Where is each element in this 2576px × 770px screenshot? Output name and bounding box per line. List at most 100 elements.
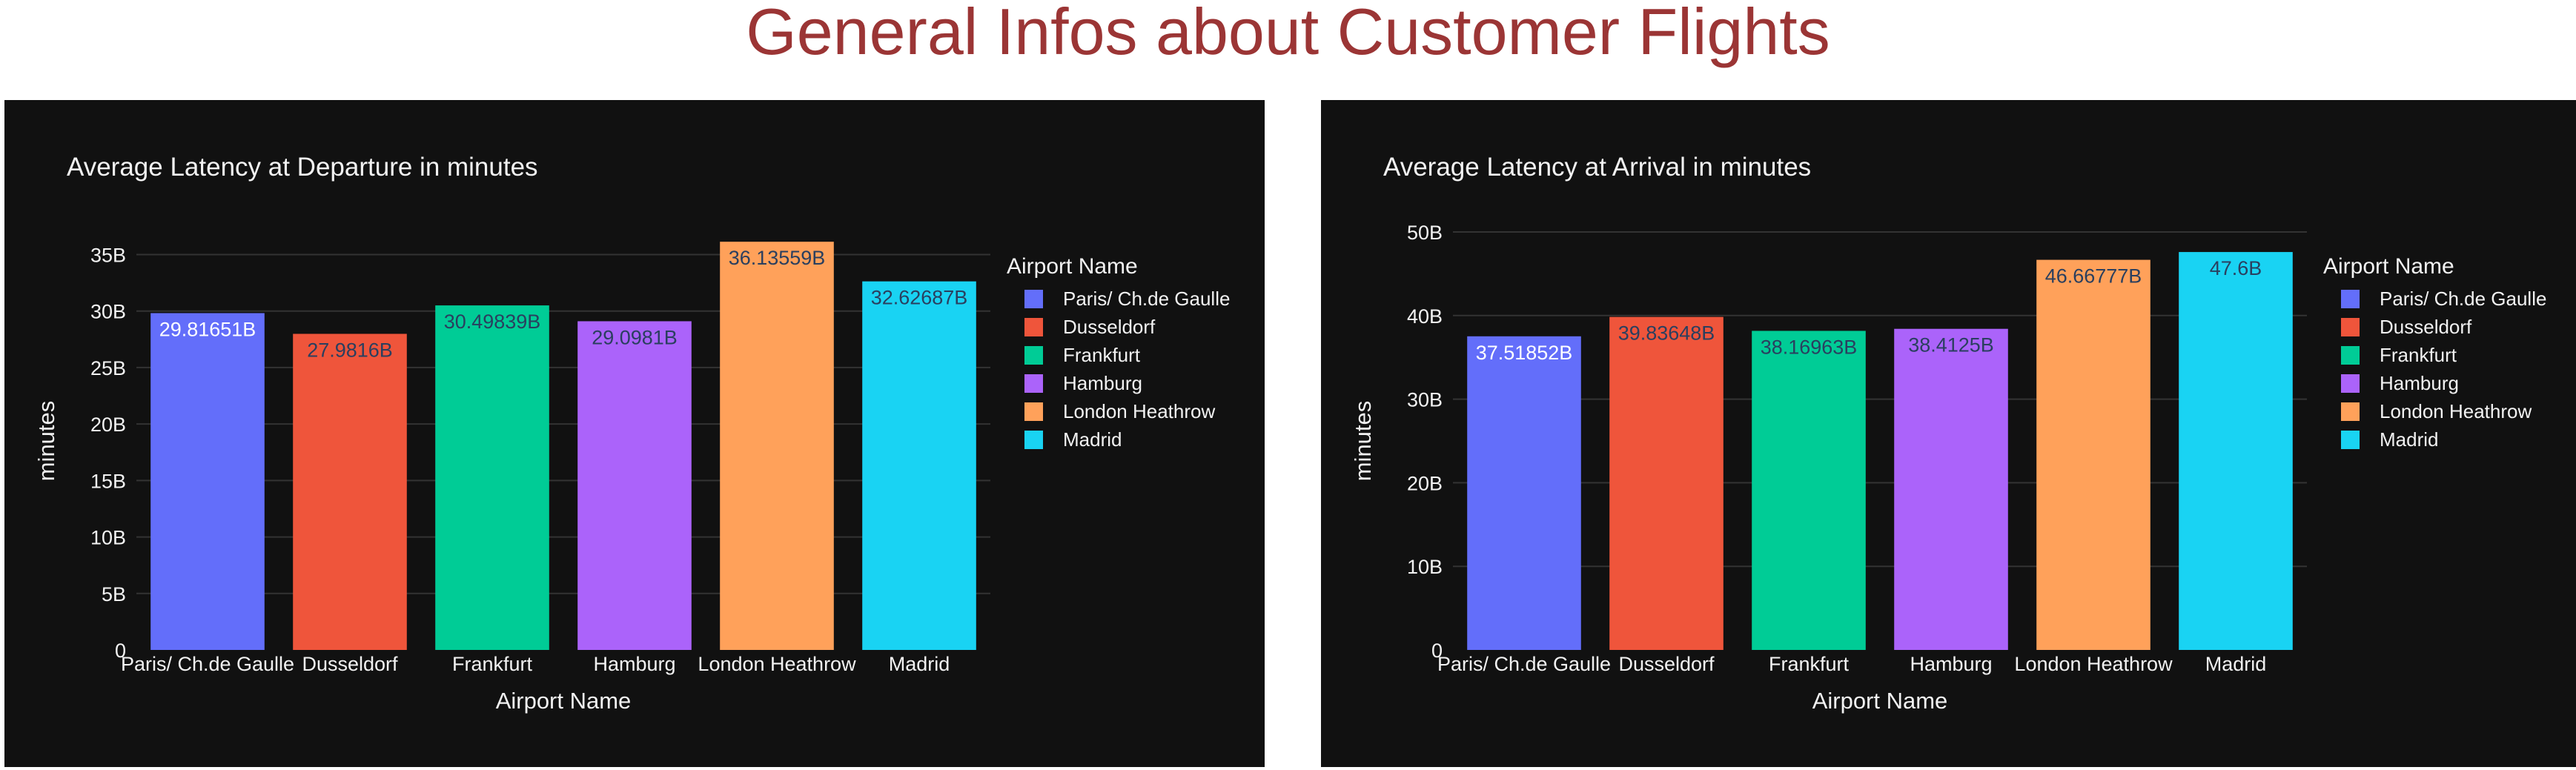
x-tick-label: Madrid bbox=[2205, 653, 2267, 675]
legend-item-frankfurt[interactable]: Frankfurt bbox=[2323, 341, 2546, 369]
legend-title: Airport Name bbox=[2323, 254, 2454, 279]
bar-paris-ch-de-gaulle bbox=[150, 313, 265, 650]
legend-item-london-heathrow[interactable]: London Heathrow bbox=[2323, 397, 2546, 425]
x-tick-label: Dusseldorf bbox=[302, 653, 398, 675]
bar-value-label: 30.49839B bbox=[444, 311, 541, 333]
x-tick-label: London Heathrow bbox=[698, 653, 856, 675]
legend-label: Paris/ Ch.de Gaulle bbox=[1063, 287, 1231, 310]
bar-value-label: 47.6B bbox=[2210, 257, 2262, 279]
y-tick-label: 40B bbox=[1407, 305, 1443, 328]
bar-frankfurt bbox=[435, 305, 549, 650]
x-tick-label: Paris/ Ch.de Gaulle bbox=[1437, 653, 1611, 675]
legend-swatch bbox=[2341, 345, 2360, 365]
legend-item-hamburg[interactable]: Hamburg bbox=[1007, 369, 1230, 397]
legend-label: Dusseldorf bbox=[1063, 315, 1156, 338]
departure-chart-panel: Average Latency at Departure in minutes … bbox=[4, 100, 1265, 767]
bar-madrid bbox=[862, 281, 976, 650]
legend-item-hamburg[interactable]: Hamburg bbox=[2323, 369, 2546, 397]
legend-swatch bbox=[1024, 345, 1043, 365]
legend-swatch bbox=[1024, 317, 1043, 336]
legend-label: Madrid bbox=[1063, 428, 1122, 451]
legend-swatch bbox=[2341, 374, 2360, 393]
bar-value-label: 29.81651B bbox=[159, 318, 256, 340]
legend-label: Frankfurt bbox=[1063, 343, 1141, 366]
legend-item-madrid[interactable]: Madrid bbox=[1007, 425, 1230, 454]
bar-value-label: 39.83648B bbox=[1618, 322, 1715, 345]
legend-swatch bbox=[2341, 317, 2360, 336]
legend-items: Paris/ Ch.de Gaulle Dusseldorf Frankfurt Ha… bbox=[1007, 285, 1230, 454]
y-tick-label: 50B bbox=[1407, 222, 1443, 244]
legend-item-london-heathrow[interactable]: London Heathrow bbox=[1007, 397, 1230, 425]
bar-value-label: 27.9816B bbox=[307, 339, 393, 361]
bar-frankfurt bbox=[1752, 331, 1866, 650]
y-tick-label: 20B bbox=[90, 414, 126, 436]
bar-paris-ch-de-gaulle bbox=[1467, 336, 1581, 650]
legend-label: Dusseldorf bbox=[2380, 315, 2472, 338]
bar-london-heathrow bbox=[720, 242, 834, 650]
legend-label: London Heathrow bbox=[1063, 399, 1216, 422]
y-tick-label: 0 bbox=[1431, 640, 1443, 662]
y-tick-label: 30B bbox=[1407, 389, 1443, 411]
departure-chart-plot: 0 5B 10B 15B 20B 25B 30B 35B 29.81651B Paris/ Ch.… bbox=[33, 242, 990, 714]
legend-item-frankfurt[interactable]: Frankfurt bbox=[1007, 341, 1230, 369]
legend-label: Frankfurt bbox=[2380, 343, 2457, 366]
legend-swatch bbox=[2341, 402, 2360, 421]
legend-item-dusseldorf[interactable]: Dusseldorf bbox=[2323, 313, 2546, 341]
y-tick-label: 35B bbox=[90, 244, 126, 266]
legend-item-madrid[interactable]: Madrid bbox=[2323, 425, 2546, 454]
legend-swatch bbox=[1024, 374, 1043, 393]
bar-value-label: 46.66777B bbox=[2045, 265, 2142, 288]
bar-value-label: 37.51852B bbox=[1476, 342, 1573, 364]
chart-legend: Airport Name Paris/ Ch.de Gaulle Dusseldo… bbox=[1007, 252, 1230, 454]
legend-swatch bbox=[1024, 289, 1043, 308]
x-tick-label: Paris/ Ch.de Gaulle bbox=[121, 653, 294, 675]
arrival-chart-plot: 0 10B 20B 30B 40B 50B 37.51852B Paris/ Ch.de Ga… bbox=[1350, 222, 2307, 714]
bar-madrid bbox=[2179, 252, 2293, 650]
x-tick-label: Frankfurt bbox=[452, 653, 533, 675]
y-tick-label: 5B bbox=[102, 583, 126, 605]
bar-dusseldorf bbox=[1609, 316, 1724, 650]
y-tick-label: 30B bbox=[90, 301, 126, 323]
x-tick-label: Dusseldorf bbox=[1618, 653, 1715, 675]
bar-value-label: 38.16963B bbox=[1761, 336, 1858, 358]
legend-label: Paris/ Ch.de Gaulle bbox=[2380, 287, 2547, 310]
bar-london-heathrow bbox=[2036, 259, 2150, 651]
y-tick-label: 20B bbox=[1407, 472, 1443, 494]
x-tick-label: Hamburg bbox=[593, 653, 675, 675]
y-tick-label: 10B bbox=[1407, 556, 1443, 578]
chart-title: Average Latency at Arrival in minutes bbox=[1383, 153, 1812, 182]
legend-item-dusseldorf[interactable]: Dusseldorf bbox=[1007, 313, 1230, 341]
y-axis-title: minutes bbox=[33, 401, 59, 482]
bar-value-label: 32.62687B bbox=[871, 287, 968, 309]
x-tick-label: Madrid bbox=[889, 653, 950, 675]
legend-items: Paris/ Ch.de Gaulle Dusseldorf Frankfurt Ha… bbox=[2323, 285, 2546, 454]
legend-swatch bbox=[1024, 402, 1043, 421]
legend-swatch bbox=[2341, 289, 2360, 308]
legend-item-paris-ch-de-gaulle[interactable]: Paris/ Ch.de Gaulle bbox=[1007, 285, 1230, 313]
legend-label: Hamburg bbox=[2380, 371, 2459, 394]
legend-label: Madrid bbox=[2380, 428, 2439, 451]
legend-label: Hamburg bbox=[1063, 371, 1142, 394]
bar-value-label: 36.13559B bbox=[729, 247, 826, 269]
y-tick-label: 25B bbox=[90, 357, 126, 379]
legend-item-paris-ch-de-gaulle[interactable]: Paris/ Ch.de Gaulle bbox=[2323, 285, 2546, 313]
bar-value-label: 38.4125B bbox=[1908, 334, 1994, 356]
bar-hamburg bbox=[1894, 328, 2008, 650]
page-title: General Infos about Customer Flights bbox=[746, 0, 1830, 68]
legend-label: London Heathrow bbox=[2380, 399, 2532, 422]
legend-swatch bbox=[2341, 430, 2360, 449]
y-tick-label: 15B bbox=[90, 470, 126, 492]
legend-swatch bbox=[1024, 430, 1043, 449]
y-tick-label: 10B bbox=[90, 527, 126, 549]
arrival-chart-panel: Average Latency at Arrival in minutes 0 1… bbox=[1321, 100, 2576, 767]
bar-value-label: 29.0981B bbox=[592, 326, 678, 348]
bar-hamburg bbox=[577, 321, 692, 650]
y-tick-label: 0 bbox=[115, 640, 126, 662]
x-axis-title: Airport Name bbox=[1812, 688, 1948, 714]
x-tick-label: London Heathrow bbox=[2014, 653, 2173, 675]
chart-title: Average Latency at Departure in minutes bbox=[67, 153, 538, 182]
legend-title: Airport Name bbox=[1007, 254, 1138, 279]
x-tick-label: Hamburg bbox=[1910, 653, 1992, 675]
y-axis-title: minutes bbox=[1350, 401, 1376, 482]
x-tick-label: Frankfurt bbox=[1769, 653, 1850, 675]
